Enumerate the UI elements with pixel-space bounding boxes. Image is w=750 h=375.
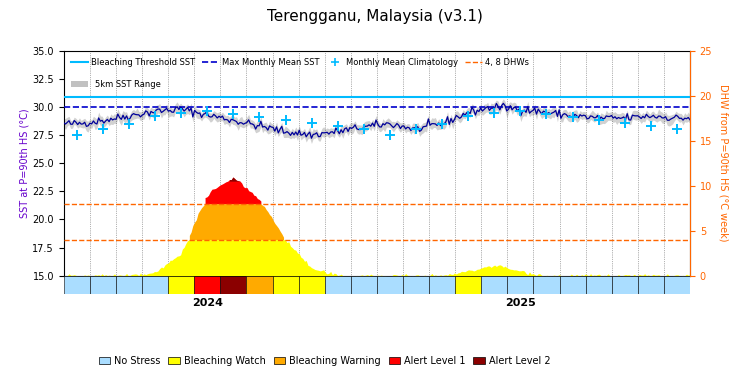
FancyBboxPatch shape bbox=[507, 276, 533, 294]
Text: 2024: 2024 bbox=[192, 298, 223, 308]
FancyBboxPatch shape bbox=[325, 276, 351, 294]
Legend: 5km SST Range: 5km SST Range bbox=[68, 76, 164, 92]
FancyBboxPatch shape bbox=[64, 276, 90, 294]
FancyBboxPatch shape bbox=[664, 276, 690, 294]
FancyBboxPatch shape bbox=[298, 276, 325, 294]
FancyBboxPatch shape bbox=[455, 276, 482, 294]
FancyBboxPatch shape bbox=[482, 276, 507, 294]
FancyBboxPatch shape bbox=[168, 276, 194, 294]
FancyBboxPatch shape bbox=[403, 276, 429, 294]
FancyBboxPatch shape bbox=[142, 276, 168, 294]
FancyBboxPatch shape bbox=[90, 276, 116, 294]
FancyBboxPatch shape bbox=[638, 276, 664, 294]
Text: Terengganu, Malaysia (v3.1): Terengganu, Malaysia (v3.1) bbox=[267, 9, 483, 24]
FancyBboxPatch shape bbox=[116, 276, 142, 294]
FancyBboxPatch shape bbox=[612, 276, 638, 294]
FancyBboxPatch shape bbox=[586, 276, 612, 294]
Y-axis label: DHW from P=90th HS (°C week): DHW from P=90th HS (°C week) bbox=[719, 84, 729, 242]
FancyBboxPatch shape bbox=[220, 276, 247, 294]
Legend: No Stress, Bleaching Watch, Bleaching Warning, Alert Level 1, Alert Level 2: No Stress, Bleaching Watch, Bleaching Wa… bbox=[94, 352, 554, 370]
FancyBboxPatch shape bbox=[194, 276, 220, 294]
FancyBboxPatch shape bbox=[272, 276, 298, 294]
FancyBboxPatch shape bbox=[247, 276, 272, 294]
FancyBboxPatch shape bbox=[429, 276, 455, 294]
Y-axis label: SST at P=90th HS (°C): SST at P=90th HS (°C) bbox=[20, 108, 29, 218]
Text: 2025: 2025 bbox=[505, 298, 536, 308]
FancyBboxPatch shape bbox=[560, 276, 586, 294]
FancyBboxPatch shape bbox=[533, 276, 560, 294]
FancyBboxPatch shape bbox=[351, 276, 376, 294]
FancyBboxPatch shape bbox=[376, 276, 403, 294]
